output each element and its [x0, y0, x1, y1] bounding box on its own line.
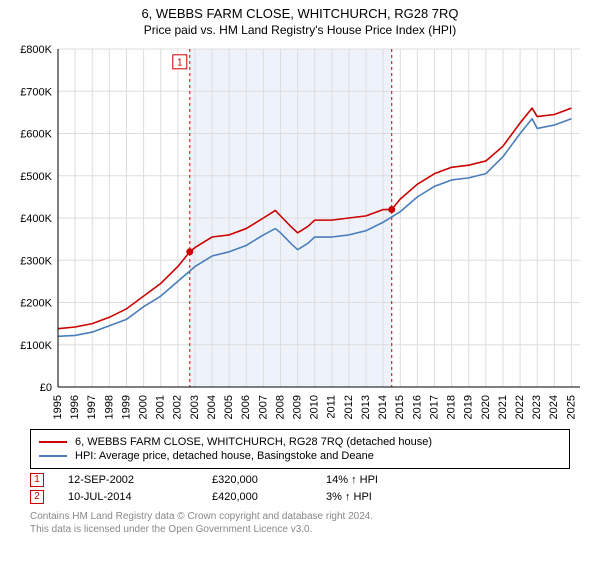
- svg-text:£0: £0: [40, 382, 52, 394]
- legend-label: HPI: Average price, detached house, Basi…: [75, 450, 374, 462]
- sale-price: £320,000: [212, 474, 302, 486]
- sale-hpi: 14% ↑ HPI: [326, 474, 416, 486]
- attribution: Contains HM Land Registry data © Crown c…: [30, 510, 570, 536]
- svg-text:£100K: £100K: [20, 340, 52, 352]
- page-subtitle: Price paid vs. HM Land Registry's House …: [0, 23, 600, 37]
- svg-text:2012: 2012: [343, 395, 355, 419]
- sales-table: 1 12-SEP-2002 £320,000 14% ↑ HPI 2 10-JU…: [30, 473, 570, 504]
- legend-item-property: 6, WEBBS FARM CLOSE, WHITCHURCH, RG28 7R…: [39, 436, 561, 448]
- svg-text:2008: 2008: [274, 395, 286, 419]
- svg-text:£200K: £200K: [20, 298, 52, 310]
- sale-hpi: 3% ↑ HPI: [326, 491, 416, 503]
- page-title: 6, WEBBS FARM CLOSE, WHITCHURCH, RG28 7R…: [0, 6, 600, 21]
- svg-text:2007: 2007: [257, 395, 269, 419]
- svg-text:2023: 2023: [531, 395, 543, 419]
- svg-text:1996: 1996: [69, 395, 81, 419]
- svg-text:2005: 2005: [223, 395, 235, 419]
- legend-swatch: [39, 441, 67, 443]
- chart-svg: £0 £100K £200K £300K £400K £500K £600K £700K £80…: [10, 43, 590, 423]
- svg-text:2011: 2011: [326, 395, 338, 419]
- svg-text:2003: 2003: [189, 395, 201, 419]
- sale-marker-icon: 2: [30, 490, 44, 504]
- svg-text:2001: 2001: [155, 395, 167, 419]
- svg-text:£700K: £700K: [20, 86, 52, 98]
- svg-text:2022: 2022: [514, 395, 526, 419]
- svg-text:2018: 2018: [446, 395, 458, 419]
- svg-text:2013: 2013: [360, 395, 372, 419]
- svg-text:2000: 2000: [137, 395, 149, 419]
- svg-text:2006: 2006: [240, 395, 252, 419]
- svg-text:1: 1: [177, 57, 183, 68]
- sale-marker-icon: 1: [30, 473, 44, 487]
- svg-text:2024: 2024: [548, 395, 560, 419]
- svg-text:1995: 1995: [52, 395, 64, 419]
- svg-text:2025: 2025: [565, 395, 577, 419]
- svg-text:2021: 2021: [497, 395, 509, 419]
- sale-row: 1 12-SEP-2002 £320,000 14% ↑ HPI: [30, 473, 570, 487]
- svg-text:£800K: £800K: [20, 44, 52, 56]
- svg-text:2004: 2004: [206, 395, 218, 419]
- attribution-line: Contains HM Land Registry data © Crown c…: [30, 510, 570, 523]
- sale-date: 10-JUL-2014: [68, 491, 188, 503]
- svg-text:2020: 2020: [480, 395, 492, 419]
- legend-label: 6, WEBBS FARM CLOSE, WHITCHURCH, RG28 7R…: [75, 436, 432, 448]
- svg-text:2010: 2010: [309, 395, 321, 419]
- legend: 6, WEBBS FARM CLOSE, WHITCHURCH, RG28 7R…: [30, 429, 570, 469]
- svg-text:2015: 2015: [394, 395, 406, 419]
- sale-date: 12-SEP-2002: [68, 474, 188, 486]
- svg-text:2002: 2002: [172, 395, 184, 419]
- svg-text:£300K: £300K: [20, 255, 52, 267]
- legend-swatch: [39, 455, 67, 457]
- svg-text:1997: 1997: [86, 395, 98, 419]
- svg-text:£600K: £600K: [20, 129, 52, 141]
- svg-text:2019: 2019: [463, 395, 475, 419]
- svg-text:2014: 2014: [377, 395, 389, 419]
- svg-text:£500K: £500K: [20, 171, 52, 183]
- svg-text:2016: 2016: [411, 395, 423, 419]
- svg-text:2009: 2009: [292, 395, 304, 419]
- svg-text:2017: 2017: [428, 395, 440, 419]
- svg-text:1999: 1999: [120, 395, 132, 419]
- sale-price: £420,000: [212, 491, 302, 503]
- sale-row: 2 10-JUL-2014 £420,000 3% ↑ HPI: [30, 490, 570, 504]
- attribution-line: This data is licensed under the Open Gov…: [30, 523, 570, 536]
- price-chart: £0 £100K £200K £300K £400K £500K £600K £700K £80…: [10, 43, 590, 423]
- svg-text:1998: 1998: [103, 395, 115, 419]
- legend-item-hpi: HPI: Average price, detached house, Basi…: [39, 450, 561, 462]
- svg-text:£400K: £400K: [20, 213, 52, 225]
